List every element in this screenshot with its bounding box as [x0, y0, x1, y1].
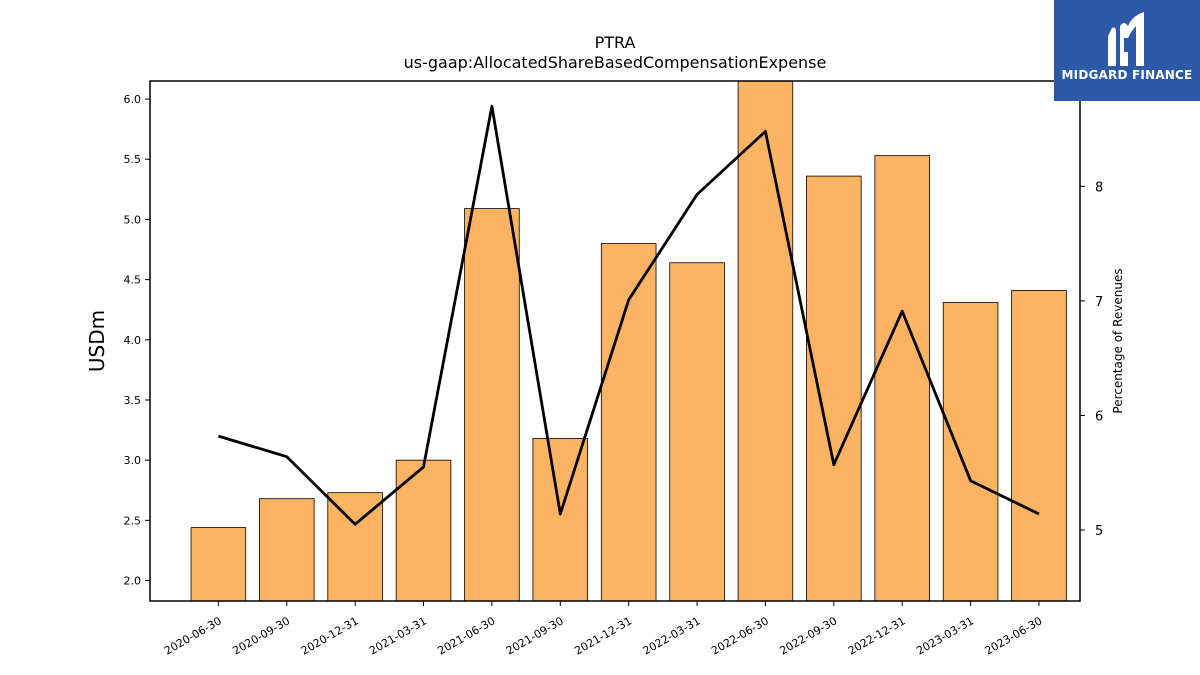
bar-2022-09-30: [806, 175, 862, 602]
y-axis-label: USDm: [85, 310, 109, 372]
bar-2022-12-31: [874, 155, 930, 602]
y-tick-label: 4.5: [124, 274, 142, 287]
bar-2023-03-31: [942, 302, 999, 602]
logo-mark-icon: [1108, 12, 1144, 66]
plot-frame: [149, 80, 1081, 602]
bar-2020-09-30: [259, 498, 315, 602]
right-axis: 5 6 7 8: [1080, 180, 1103, 539]
x-tick-label: 2020-12-31: [299, 614, 361, 657]
bar-2022-03-31: [669, 262, 725, 602]
y-tick-label: 5.0: [124, 213, 142, 226]
y-tick-label: 4.0: [124, 334, 142, 347]
y-tick-label: 6.0: [124, 93, 142, 106]
y2-tick-label: 8: [1095, 180, 1103, 195]
bar-2020-06-30: [190, 527, 247, 602]
y-tick-label: 2.0: [124, 575, 142, 588]
x-tick-label: 2021-12-31: [572, 614, 634, 657]
y2-tick-label: 6: [1095, 409, 1103, 424]
x-tick-label: 2022-03-31: [641, 614, 703, 657]
x-tick-label: 2021-06-30: [436, 614, 498, 657]
y-tick-label: 5.5: [124, 153, 142, 166]
y2-tick-label: 5: [1095, 524, 1103, 539]
x-tick-label: 2022-12-31: [846, 614, 908, 657]
y-tick-label: 3.0: [124, 454, 142, 467]
bar-2021-09-30: [532, 438, 589, 602]
logo-text: MIDGARD FINANCE: [1061, 68, 1193, 82]
x-tick-label: 2021-09-30: [504, 614, 566, 657]
y-tick-label: 3.5: [124, 394, 142, 407]
x-axis: 2020-06-30 2020-09-30 2020-12-31 2021-03-31…: [162, 601, 1044, 658]
left-axis: 2.0 2.5 3.0 3.5 4.0 4.5 5.0 5.5 6.0: [124, 93, 150, 588]
bar-2022-06-30: [737, 80, 794, 602]
x-tick-label: 2022-09-30: [777, 614, 839, 657]
x-tick-label: 2022-06-30: [709, 614, 771, 657]
y2-tick-label: 7: [1095, 295, 1103, 310]
x-tick-label: 2020-09-30: [230, 614, 292, 657]
x-tick-label: 2021-03-31: [367, 614, 429, 657]
bars-group: [190, 80, 1067, 602]
chart-subtitle: us-gaap:AllocatedShareBasedCompensationE…: [404, 53, 827, 72]
bar-2021-12-31: [600, 243, 657, 602]
bar-2023-06-30: [1011, 290, 1067, 602]
x-tick-label: 2020-06-30: [162, 614, 224, 657]
x-tick-label: 2023-03-31: [914, 614, 976, 657]
midgard-finance-logo: MIDGARD FINANCE: [1054, 0, 1200, 101]
y2-axis-label: Percentage of Revenues: [1111, 268, 1125, 413]
x-tick-label: 2023-06-30: [983, 614, 1045, 657]
line-group: [217, 104, 1040, 526]
chart-title: PTRA: [595, 33, 636, 52]
bar-2021-06-30: [464, 208, 520, 602]
y-tick-label: 2.5: [124, 514, 142, 527]
